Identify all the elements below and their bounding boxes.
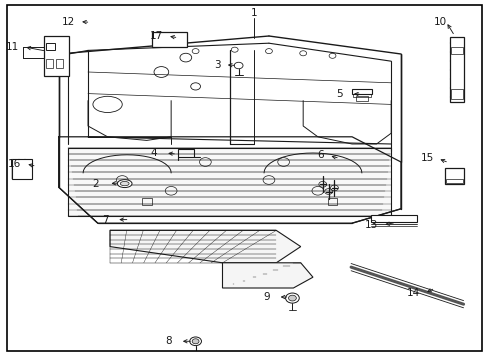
Bar	[450, 89, 462, 99]
Bar	[327, 198, 337, 205]
Polygon shape	[222, 263, 312, 288]
Bar	[355, 96, 367, 101]
Bar	[444, 168, 463, 184]
Text: 17: 17	[149, 31, 163, 41]
Polygon shape	[110, 230, 300, 263]
Polygon shape	[68, 148, 390, 216]
Circle shape	[234, 62, 243, 69]
Circle shape	[189, 337, 201, 346]
Text: 2: 2	[92, 179, 99, 189]
Text: 12: 12	[61, 17, 75, 27]
Bar	[370, 215, 416, 222]
Text: 11: 11	[5, 42, 19, 52]
Text: 13: 13	[364, 220, 378, 230]
Bar	[44, 36, 69, 76]
Text: 6: 6	[316, 150, 323, 160]
Ellipse shape	[93, 96, 122, 113]
Bar	[178, 149, 194, 157]
Bar	[12, 159, 32, 179]
Circle shape	[192, 339, 199, 344]
Circle shape	[285, 293, 299, 303]
Text: 9: 9	[263, 292, 269, 302]
Bar	[151, 32, 186, 47]
Bar	[445, 179, 462, 183]
Bar	[46, 59, 53, 68]
Text: 15: 15	[420, 153, 434, 163]
Bar	[142, 198, 151, 205]
Ellipse shape	[117, 180, 132, 188]
Ellipse shape	[120, 181, 129, 186]
Text: 3: 3	[214, 60, 221, 70]
Text: 5: 5	[336, 89, 343, 99]
Bar	[46, 43, 55, 50]
Text: 16: 16	[8, 159, 21, 169]
Bar	[352, 94, 370, 97]
Circle shape	[288, 295, 296, 301]
Text: 14: 14	[406, 288, 419, 298]
Bar	[56, 59, 63, 68]
Text: 10: 10	[433, 17, 446, 27]
Text: 4: 4	[150, 148, 157, 158]
Bar	[351, 89, 371, 94]
Text: 8: 8	[165, 336, 172, 346]
Bar	[450, 47, 462, 54]
Bar	[449, 37, 463, 102]
Text: 7: 7	[102, 215, 108, 225]
Text: 1: 1	[250, 8, 257, 18]
